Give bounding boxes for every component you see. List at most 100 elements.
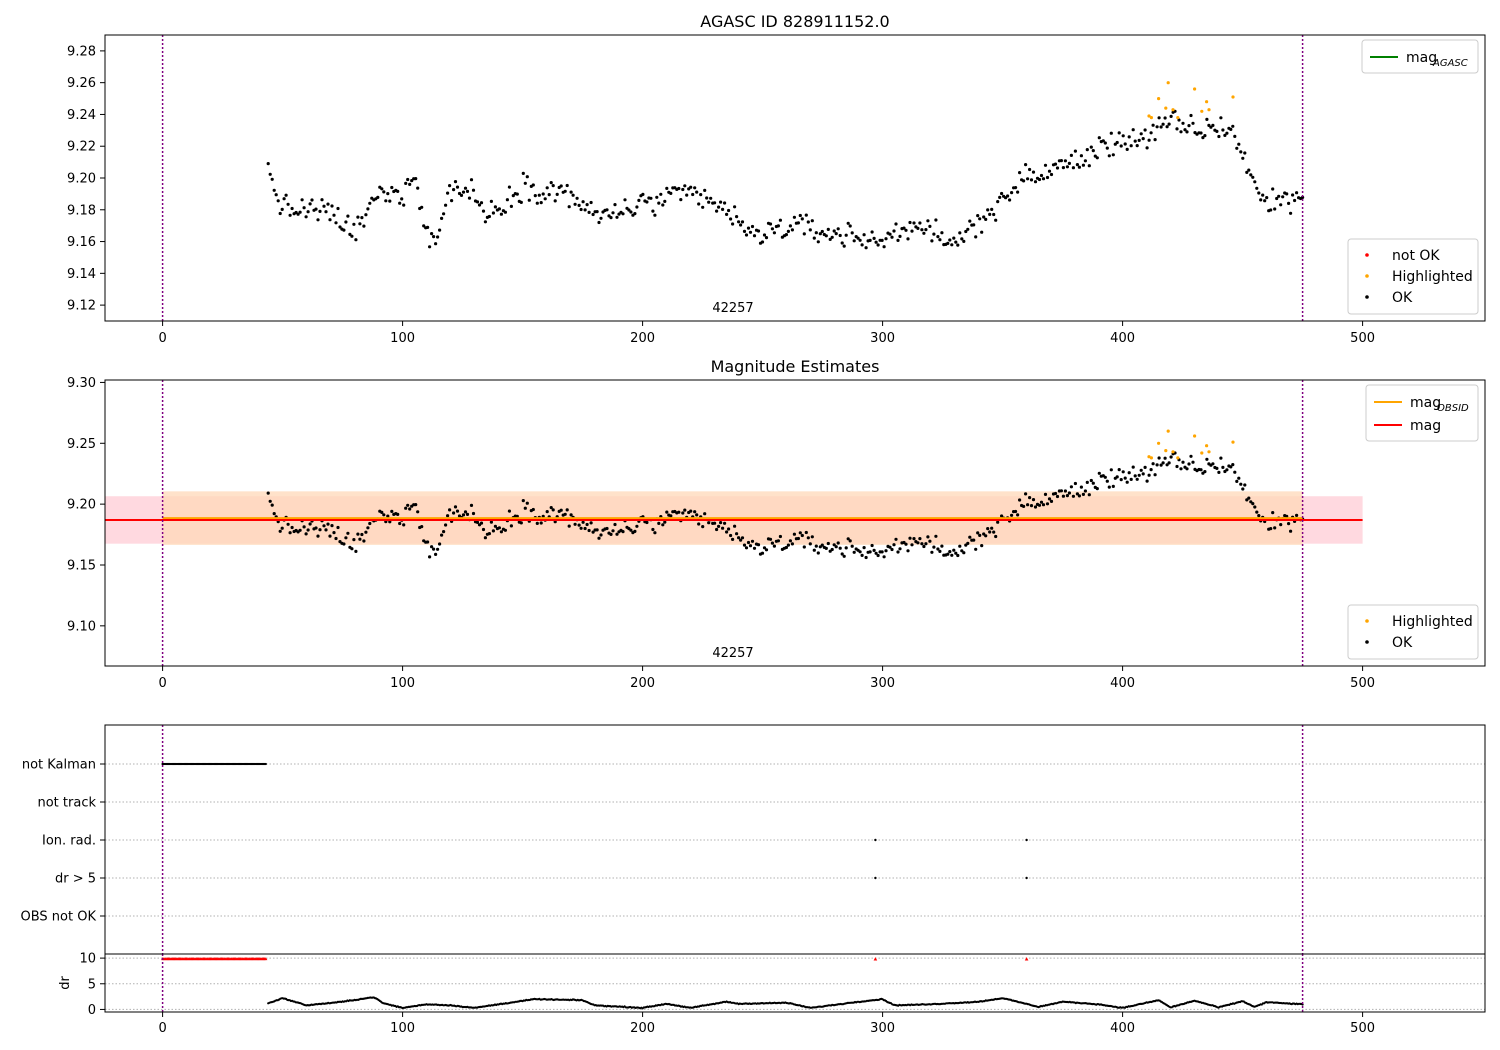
ok-point — [954, 240, 958, 244]
ok-point — [1103, 141, 1107, 145]
x-tick-label: 100 — [390, 1021, 415, 1036]
ok-point — [1151, 123, 1155, 127]
ok-point — [918, 221, 922, 225]
ok-point — [416, 186, 420, 190]
ok-point — [796, 221, 801, 225]
ok-point — [830, 547, 834, 552]
ok-point — [876, 553, 880, 558]
ok-point — [750, 539, 755, 543]
ok-point — [641, 192, 645, 196]
ok-point — [1189, 113, 1193, 118]
ok-point — [266, 162, 270, 166]
ok-point — [400, 197, 404, 201]
ok-point — [408, 182, 412, 186]
ok-point — [968, 219, 972, 223]
axes-frame-estimates — [104, 379, 1486, 667]
ok-point — [1203, 134, 1207, 138]
ok-point — [469, 503, 474, 507]
ok-point — [1257, 191, 1261, 195]
ok-point — [298, 210, 302, 214]
ok-point — [300, 198, 304, 202]
ok-point — [1165, 125, 1169, 129]
ok-point — [1026, 177, 1030, 181]
ok-point — [860, 553, 864, 558]
ok-point — [1111, 484, 1115, 488]
ok-point — [768, 222, 773, 226]
ok-point — [416, 510, 420, 514]
ok-point — [806, 220, 810, 224]
ok-point — [621, 212, 625, 216]
obsid-label-agasc: 42257 — [712, 301, 753, 316]
flag-category-label: not track — [37, 796, 96, 811]
ok-point — [994, 218, 998, 222]
ok-point — [1041, 177, 1046, 181]
ok-point — [645, 200, 649, 204]
ok-point — [1281, 195, 1285, 199]
ok-point — [497, 526, 501, 530]
ok-point — [569, 190, 573, 194]
ok-point — [489, 520, 493, 524]
ok-point — [284, 193, 288, 197]
ok-point — [806, 536, 810, 540]
ok-point — [1157, 116, 1161, 120]
ok-point — [1073, 481, 1077, 486]
legend-point-swatch — [1365, 640, 1369, 644]
ok-point — [707, 200, 711, 204]
ok-point — [459, 193, 464, 197]
ok-point — [583, 208, 587, 212]
ok-point — [772, 231, 777, 235]
ok-point — [770, 227, 775, 231]
ok-point — [1289, 211, 1293, 215]
ok-point — [976, 214, 980, 218]
ok-point — [954, 551, 958, 555]
ok-point — [1049, 499, 1054, 503]
ok-point — [398, 201, 402, 205]
ok-point — [1191, 460, 1195, 464]
x-tick-label: 400 — [1110, 1021, 1135, 1036]
ok-point — [838, 233, 842, 238]
ok-point — [836, 227, 840, 231]
ok-point — [994, 534, 998, 539]
ok-point — [537, 193, 541, 197]
ok-point — [477, 203, 482, 207]
ok-point — [992, 530, 996, 534]
ok-point — [1301, 195, 1305, 199]
ok-point — [402, 523, 406, 527]
y-tick-label: 9.28 — [67, 44, 96, 59]
ok-point — [679, 198, 683, 202]
ok-point — [432, 547, 436, 551]
ok-point — [523, 506, 527, 510]
ok-point — [824, 546, 828, 551]
ok-point — [968, 535, 972, 539]
ok-point — [479, 201, 484, 205]
ok-point — [1211, 462, 1215, 466]
ok-point — [812, 236, 816, 240]
ok-point — [434, 552, 438, 557]
ok-point — [448, 508, 452, 512]
ok-point — [1073, 149, 1077, 153]
ok-point — [577, 523, 581, 527]
ok-point — [840, 241, 844, 245]
ok-point — [1269, 527, 1273, 531]
ok-point — [428, 245, 432, 249]
ok-point — [727, 527, 731, 531]
ok-point — [368, 521, 372, 526]
ok-point — [420, 525, 424, 529]
ok-point — [1243, 151, 1247, 155]
ok-point — [444, 203, 448, 207]
ok-point — [390, 185, 394, 190]
ok-point — [519, 521, 523, 525]
ok-point — [493, 524, 497, 528]
ok-point — [595, 210, 599, 214]
ok-point — [752, 546, 757, 550]
ok-point — [798, 531, 802, 535]
ok-point — [681, 187, 685, 192]
ok-point — [438, 542, 442, 546]
ok-point — [874, 240, 878, 244]
ok-point — [304, 532, 308, 536]
ok-point — [882, 555, 886, 559]
ok-point — [750, 224, 755, 229]
ok-point — [390, 509, 394, 513]
ok-point — [834, 232, 838, 236]
ok-point — [280, 207, 284, 211]
